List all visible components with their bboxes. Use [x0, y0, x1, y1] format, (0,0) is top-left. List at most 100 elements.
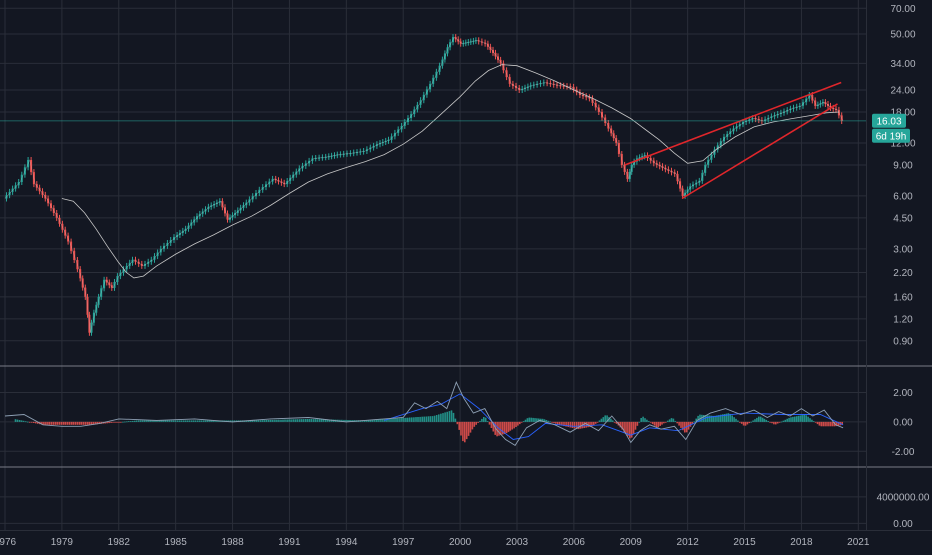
price-candle-body	[251, 196, 254, 200]
macd-histogram-bar	[721, 414, 724, 422]
macd-histogram-bar	[775, 421, 777, 425]
macd-histogram-bar	[678, 421, 680, 426]
price-candle-body	[41, 191, 44, 195]
price-candle-body	[620, 154, 623, 165]
macd-histogram-bar	[22, 420, 25, 422]
price-candle-body	[661, 166, 664, 168]
time-scale[interactable]: 1976 1979 1982 1985 1988 1991 1994 1997 2000 2003…	[0, 537, 870, 548]
macd-histogram-bar	[714, 415, 716, 422]
macd-histogram-bar	[405, 417, 407, 422]
price-candle-body	[277, 180, 280, 182]
price-candle-body	[181, 230, 184, 233]
price-candle-body	[505, 70, 508, 78]
macd-histogram-bar	[573, 421, 576, 429]
macd-histogram-bar	[138, 420, 140, 422]
macd-panel[interactable]	[4, 381, 844, 447]
macd-histogram-bar	[440, 413, 442, 422]
macd-histogram-bar	[682, 421, 684, 431]
macd-histogram-bar	[496, 421, 498, 437]
macd-histogram-bar	[379, 419, 381, 422]
macd-histogram-bar	[752, 420, 754, 422]
macd-histogram-bar	[369, 420, 371, 422]
price-candle-body	[35, 184, 38, 188]
macd-histogram-bar	[186, 420, 189, 422]
macd-histogram-bar	[45, 421, 47, 425]
macd-histogram-bar	[536, 418, 538, 422]
macd-histogram-bar	[737, 420, 739, 422]
macd-histogram-bar	[96, 421, 98, 425]
price-candle-body	[144, 263, 146, 266]
price-candle-body	[630, 164, 633, 172]
price-candle-body	[508, 77, 511, 84]
price-candle-body	[588, 97, 591, 99]
macd-histogram-bar	[448, 411, 451, 422]
price-candle-body	[469, 41, 472, 43]
macd-histogram-bar	[43, 421, 45, 425]
price-candle-body	[184, 228, 187, 231]
price-candle-body	[529, 85, 532, 87]
price-candle-body	[23, 167, 26, 175]
macd-histogram-bar	[116, 421, 118, 423]
lower-trendline[interactable]	[681, 103, 838, 200]
macd-histogram-bar	[341, 419, 343, 422]
macd-histogram-bar	[725, 413, 728, 422]
grid-lines	[0, 0, 866, 530]
panel-separators[interactable]	[0, 0, 932, 531]
price-candle-body	[594, 102, 597, 108]
price-scale[interactable]: 0.90 1.20 1.60 2.20 3.00 4.50 6.00 9.00 12.00 18.…	[877, 4, 930, 530]
macd-histogram-bar	[515, 421, 517, 427]
macd-histogram-bar	[92, 421, 95, 425]
macd-histogram-bar	[805, 415, 807, 422]
macd-histogram-bar	[122, 421, 124, 423]
price-candle-body	[330, 155, 333, 157]
moving-average-line[interactable]	[61, 64, 840, 279]
macd-histogram-bar	[168, 420, 170, 422]
price-candle-body	[835, 108, 837, 110]
price-candle-body	[221, 201, 224, 208]
price-candle-body	[30, 160, 33, 173]
macd-histogram-bar	[365, 420, 368, 422]
macd-histogram-bar	[304, 419, 307, 422]
macd-histogram-bar	[231, 420, 233, 422]
macd-histogram-bar	[72, 421, 75, 425]
price-panel[interactable]	[0, 34, 866, 336]
price-candle-body	[811, 95, 814, 101]
upper-trendline[interactable]	[624, 81, 842, 166]
price-candle-body	[173, 237, 175, 240]
macd-histogram-bar	[816, 421, 819, 425]
price-candle-body	[301, 165, 304, 169]
price-candle-body	[100, 288, 103, 297]
macd-line[interactable]	[4, 381, 844, 447]
macd-histogram-bar	[615, 421, 618, 424]
price-candle-body	[824, 102, 827, 104]
price-candle-body	[359, 151, 362, 153]
price-candle-body	[215, 202, 218, 204]
macd-histogram-bar	[818, 421, 821, 426]
macd-histogram-bar	[653, 421, 656, 426]
price-candle-body	[125, 265, 128, 270]
macd-histogram-bar	[211, 420, 213, 422]
macd-histogram-bar	[310, 419, 313, 422]
price-tick-label: 6.00	[893, 191, 913, 202]
macd-histogram-bar	[718, 415, 720, 422]
macd-histogram-bar	[460, 421, 462, 436]
price-candle-body	[601, 112, 603, 118]
price-candle-body	[438, 65, 441, 72]
time-tick-label: 2003	[506, 537, 529, 548]
macd-histogram-bar	[807, 416, 809, 422]
price-candle-body	[667, 169, 670, 171]
price-candle-body	[336, 154, 339, 156]
macd-histogram-bar	[417, 417, 419, 422]
macd-histogram-bar	[403, 417, 405, 422]
macd-histogram-bar	[458, 421, 460, 430]
price-candle-body	[789, 108, 792, 111]
macd-histogram-bar	[555, 421, 557, 424]
macd-histogram-bar	[146, 420, 148, 422]
macd-histogram-bar	[484, 417, 487, 422]
macd-histogram-bar	[114, 421, 116, 423]
macd-histogram-bar	[286, 419, 288, 422]
time-tick-label: 1994	[335, 537, 358, 548]
macd-histogram-bar	[668, 419, 671, 422]
